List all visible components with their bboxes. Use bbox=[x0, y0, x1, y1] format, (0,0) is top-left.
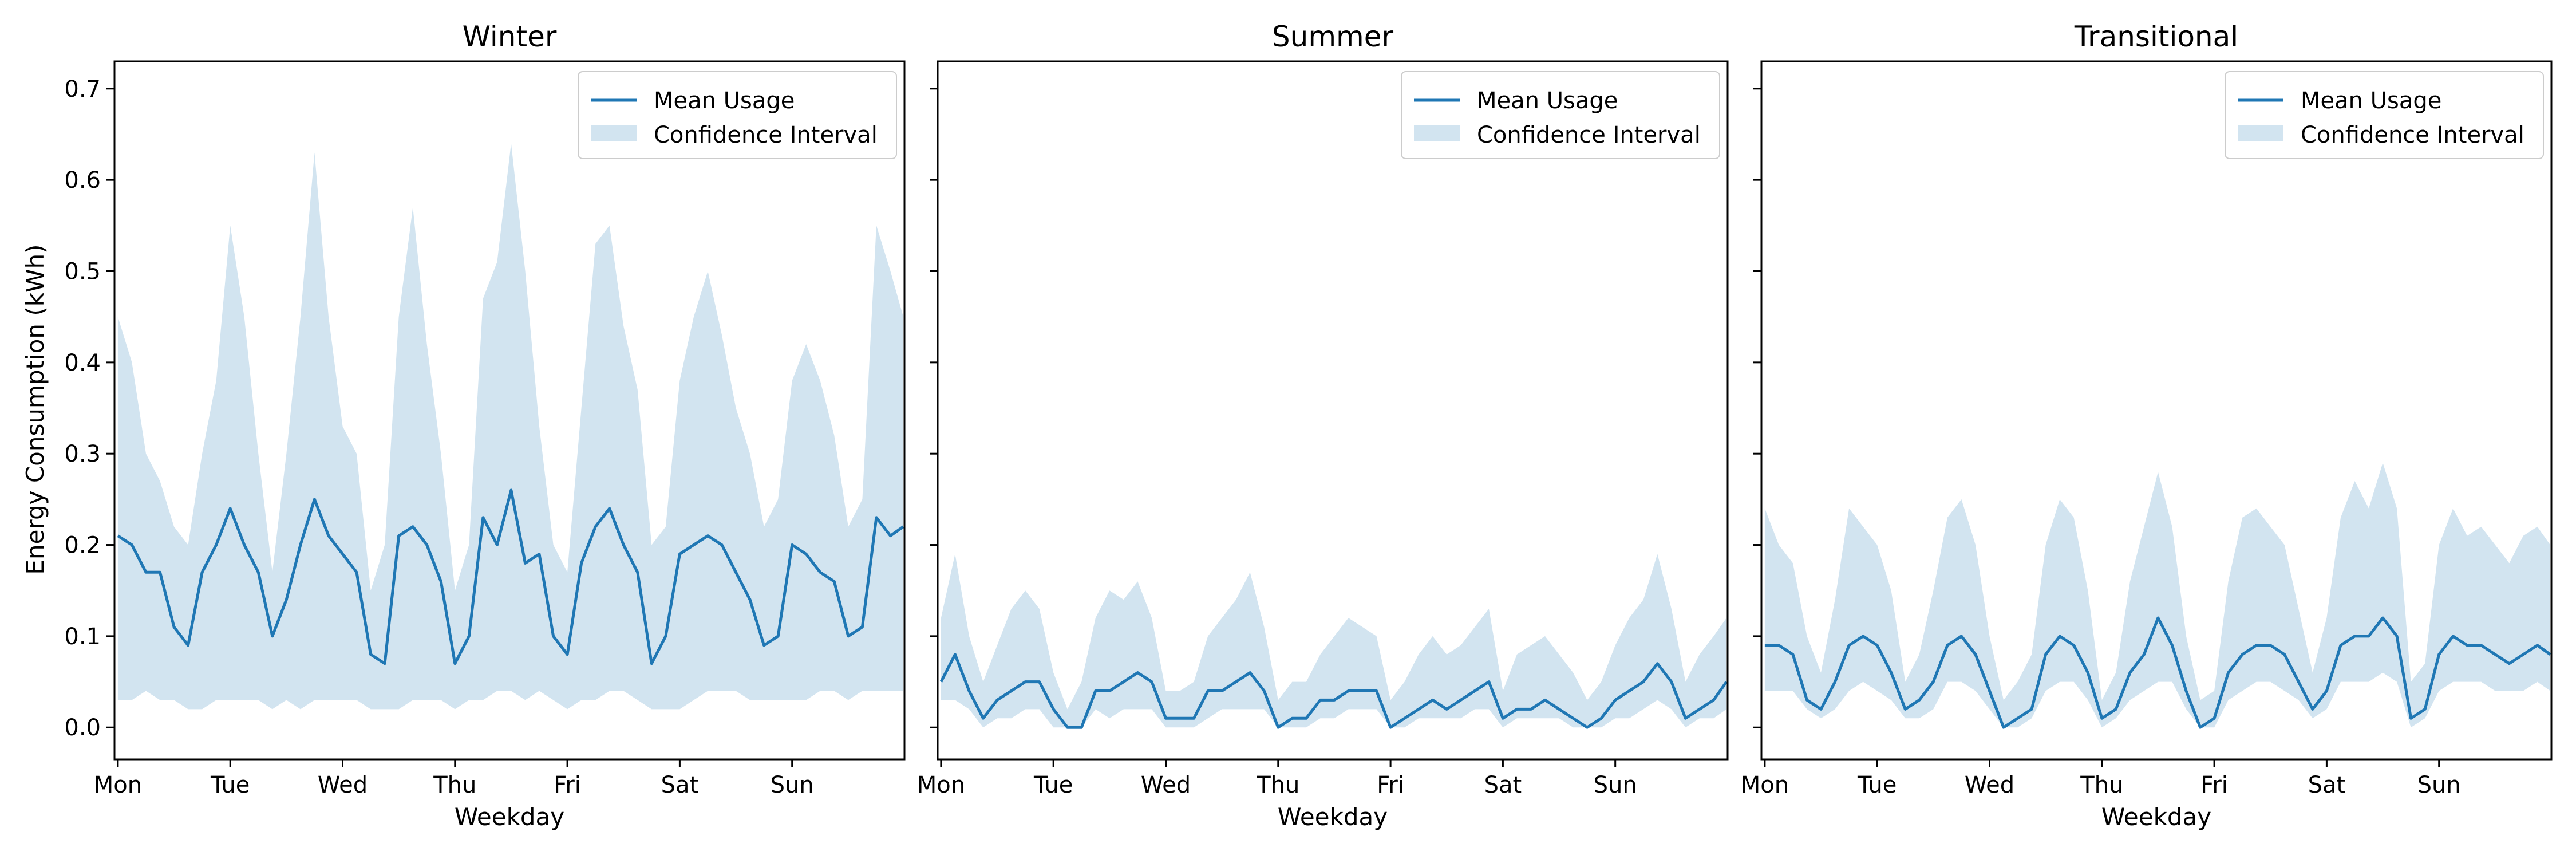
panel-title: Transitional bbox=[2074, 20, 2238, 53]
legend-label-confidence-interval: Confidence Interval bbox=[654, 122, 878, 148]
legend-label-confidence-interval: Confidence Interval bbox=[1477, 122, 1701, 148]
panel-winter: Winter 0.0 0.1 0.2 0.3 0.4 0.5 0.6 0.7 Mon Tue Wed T… bbox=[64, 20, 906, 831]
x-tick-label: Mon bbox=[94, 772, 142, 798]
x-tick-label: Thu bbox=[1256, 772, 1299, 798]
x-tick-label: Thu bbox=[2080, 772, 2123, 798]
legend-label-mean-usage: Mean Usage bbox=[2301, 88, 2441, 114]
x-tick-label: Wed bbox=[1965, 772, 2014, 798]
legend-box bbox=[578, 71, 897, 159]
legend: Mean Usage Confidence Interval bbox=[578, 71, 897, 159]
x-tick-label: Sun bbox=[771, 772, 814, 798]
axes-frame bbox=[113, 60, 906, 761]
x-tick-label: Sun bbox=[1594, 772, 1637, 798]
legend-label-mean-usage: Mean Usage bbox=[1477, 88, 1618, 114]
y-tick-label: 0.5 bbox=[64, 258, 101, 285]
legend-label-confidence-interval: Confidence Interval bbox=[2301, 122, 2524, 148]
x-tick-label: Mon bbox=[1741, 772, 1789, 798]
x-tick-label: Tue bbox=[210, 772, 250, 798]
legend-band-swatch bbox=[1414, 125, 1460, 141]
panel-title: Winter bbox=[463, 20, 557, 53]
x-axis-label: Weekday bbox=[2101, 803, 2211, 831]
legend-label-mean-usage: Mean Usage bbox=[654, 88, 795, 114]
mean-usage-line bbox=[1764, 616, 2551, 729]
y-tick-label: 0.7 bbox=[64, 76, 101, 103]
axes-frame bbox=[1760, 60, 2553, 761]
confidence-interval-band bbox=[117, 143, 903, 710]
legend-band-swatch bbox=[591, 125, 637, 141]
y-tick-label: 0.0 bbox=[64, 715, 101, 741]
legend-band-swatch bbox=[2238, 125, 2283, 141]
y-tick-label: 0.2 bbox=[64, 533, 101, 559]
mean-usage-line bbox=[117, 488, 904, 665]
x-tick-label: Sun bbox=[2417, 772, 2461, 798]
confidence-interval-band bbox=[941, 554, 1726, 728]
legend-box bbox=[1401, 71, 1720, 159]
confidence-interval-band bbox=[1764, 463, 2550, 728]
x-axis-label: Weekday bbox=[455, 803, 564, 831]
axes-frame bbox=[937, 60, 1729, 761]
x-tick-label: Tue bbox=[1857, 772, 1897, 798]
mean-usage-line bbox=[939, 653, 1728, 729]
y-tick-label: 0.4 bbox=[64, 350, 101, 376]
panel-summer: Summer Mon Tue Wed Thu Fri Sat Sun Weekday Mean U… bbox=[917, 20, 1729, 831]
x-tick-label: Sat bbox=[661, 772, 699, 798]
x-tick-label: Fri bbox=[1377, 772, 1404, 798]
y-tick-label: 0.3 bbox=[64, 441, 101, 467]
x-tick-label: Tue bbox=[1033, 772, 1073, 798]
x-tick-label: Thu bbox=[433, 772, 476, 798]
legend: Mean Usage Confidence Interval bbox=[2225, 71, 2544, 159]
x-tick-label: Fri bbox=[554, 772, 581, 798]
legend: Mean Usage Confidence Interval bbox=[1401, 71, 1720, 159]
x-axis-label: Weekday bbox=[1278, 803, 1388, 831]
y-tick-label: 0.1 bbox=[64, 624, 101, 650]
x-tick-label: Mon bbox=[917, 772, 965, 798]
x-tick-label: Fri bbox=[2200, 772, 2228, 798]
panel-transitional: Transitional Mon Tue Wed Thu Fri Sat Sun Weekday… bbox=[1741, 20, 2553, 831]
x-tick-label: Sat bbox=[1484, 772, 1522, 798]
x-tick-label: Wed bbox=[318, 772, 368, 798]
x-tick-label: Sat bbox=[2308, 772, 2346, 798]
legend-box bbox=[2225, 71, 2544, 159]
x-tick-label: Wed bbox=[1141, 772, 1191, 798]
panel-title: Summer bbox=[1272, 20, 1394, 53]
shared-y-axis-label: Energy Consumption (kWh) bbox=[21, 244, 49, 574]
y-tick-label: 0.6 bbox=[64, 167, 101, 194]
